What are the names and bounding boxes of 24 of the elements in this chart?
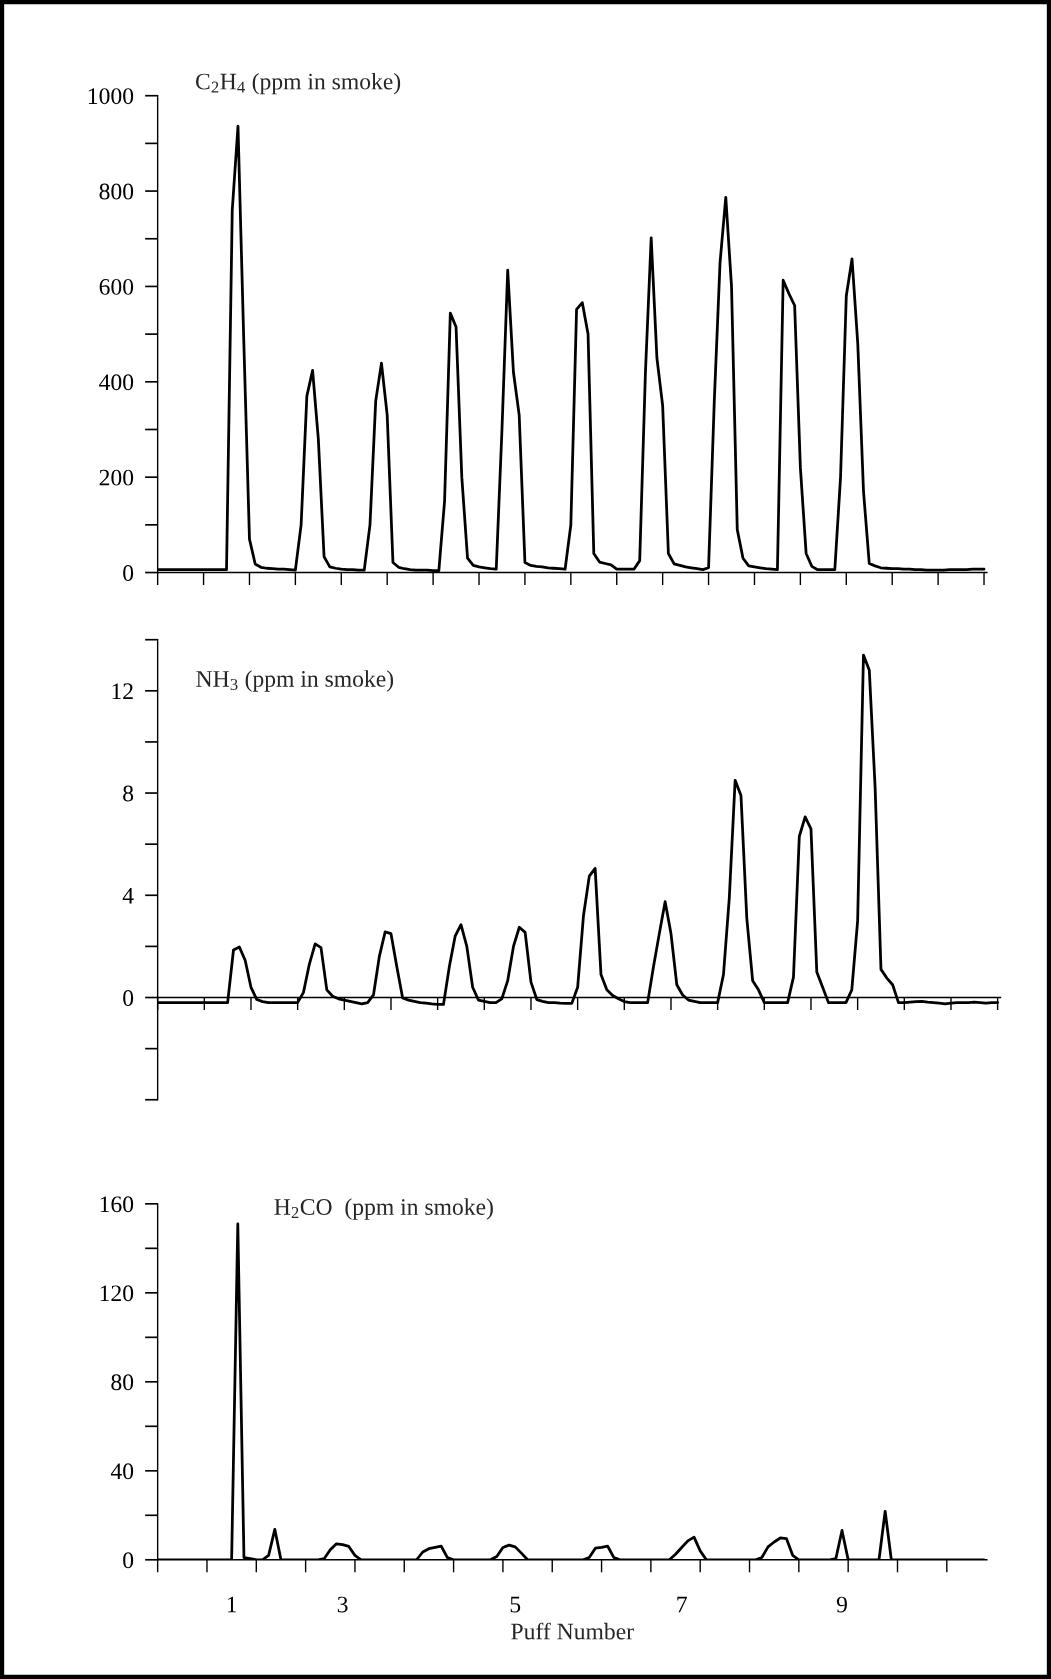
y-tick-label: 4	[122, 887, 134, 904]
x-tick-label: 5	[510, 1596, 521, 1613]
y-tick-label: 8	[123, 785, 134, 802]
y-tick-label: 80	[111, 1374, 134, 1391]
x-tick-label: 9	[836, 1596, 847, 1613]
x-tick-label: 3	[337, 1596, 348, 1613]
y-tick-label: 0	[123, 565, 134, 581]
y-tick-label: 400	[99, 374, 134, 391]
y-tick-label: 0	[123, 1552, 134, 1569]
y-tick-label: 200	[99, 469, 134, 486]
y-tick-label: 12	[112, 683, 133, 700]
y-tick-label: 160	[100, 1196, 134, 1213]
y-tick-label: 120	[100, 1285, 134, 1302]
text: NH$_{3}$ (ppm in smoke)	[196, 670, 394, 692]
y-tick-label: 1000	[88, 88, 134, 105]
chart-title: H$_{2}$CO (ppm in smoke)	[274, 1198, 493, 1220]
chart-title: C$_{2}$H$_{4}$ (ppm in smoke)	[195, 72, 401, 95]
y-tick-label: 40	[110, 1463, 134, 1480]
x-axis-title: Puff Number	[511, 1622, 634, 1640]
x-tick-label: 1	[227, 1596, 237, 1613]
y-tick-label: 0	[123, 990, 134, 1006]
y-tick-label: 800	[99, 183, 134, 200]
x-tick-label: 7	[677, 1596, 687, 1613]
y-tick-label: 600	[99, 278, 134, 295]
